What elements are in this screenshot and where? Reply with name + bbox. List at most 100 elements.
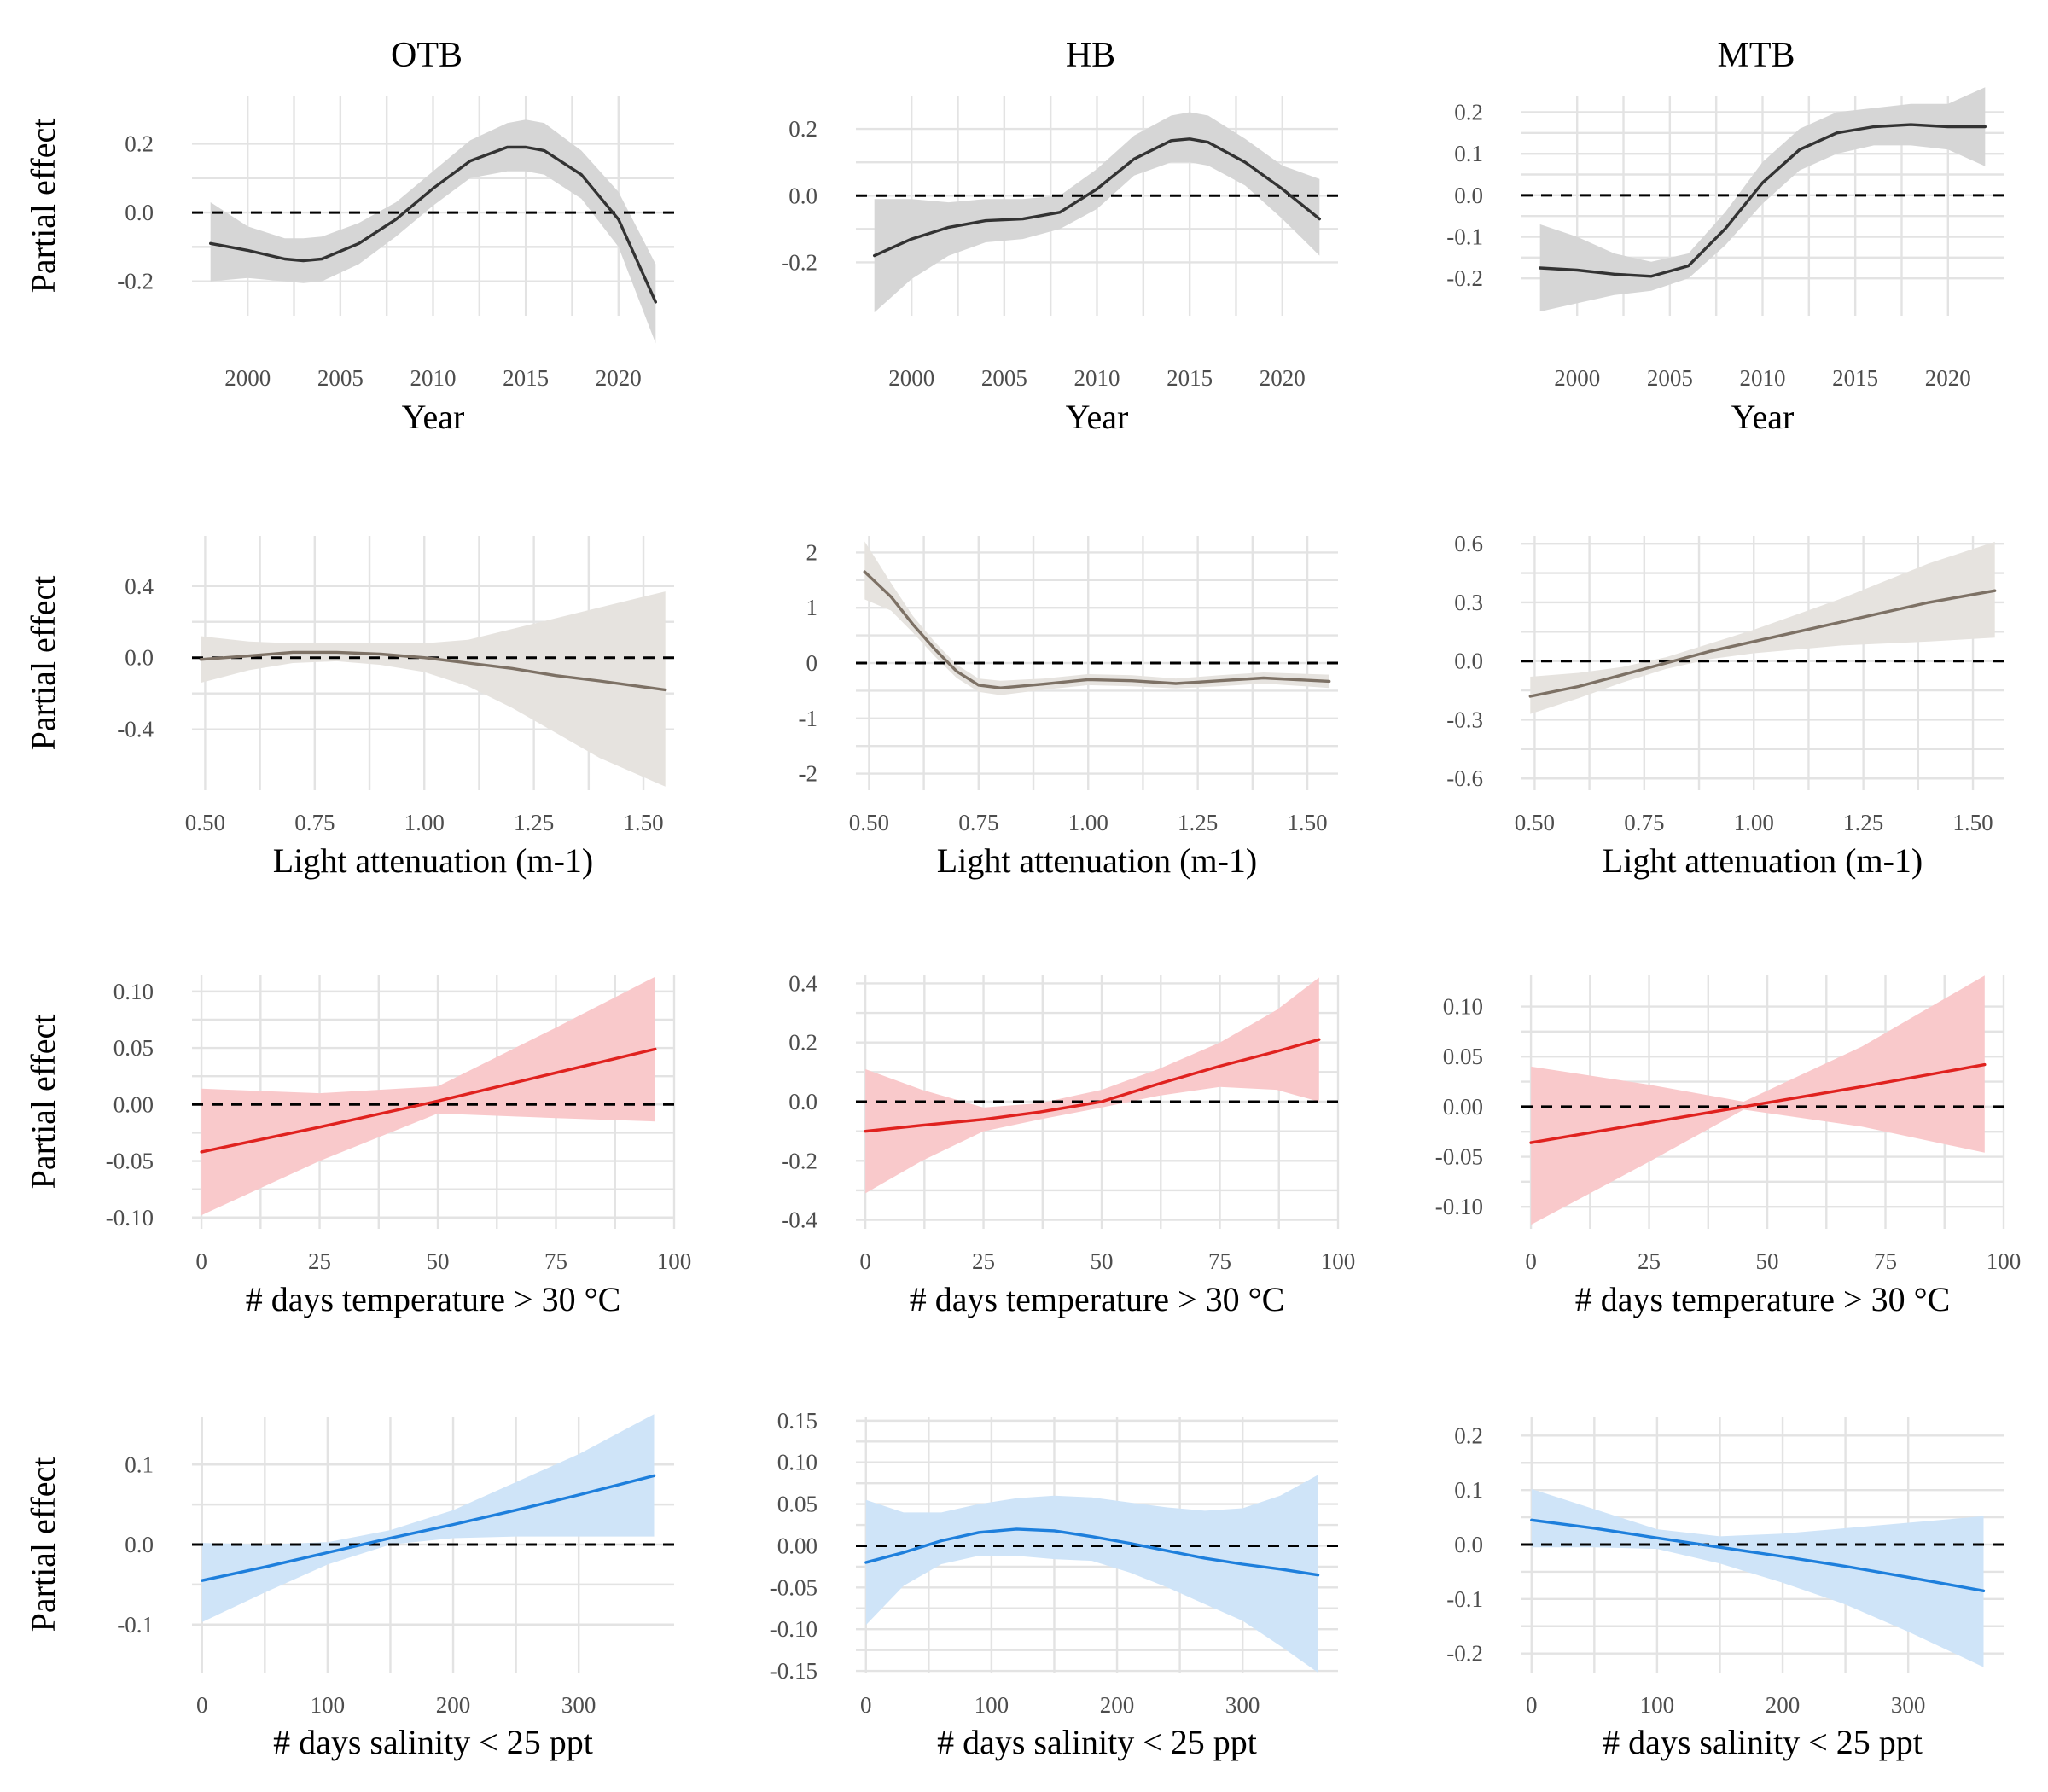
x-tick-label: 2015 xyxy=(503,365,549,391)
panel-mtb-light: 0.50 0.75 1.00 1.25 1.50 -0.6 -0.3 0.0 0.3 0.6 Lig… xyxy=(1446,531,2004,880)
y-tick-label: -0.1 xyxy=(1446,1586,1483,1612)
y-tick-label: -0.05 xyxy=(106,1149,154,1174)
y-axis-title: Partial effect xyxy=(24,119,62,294)
x-tick-label: 300 xyxy=(1225,1692,1260,1718)
x-tick-label: 50 xyxy=(1756,1248,1779,1274)
fitted-curve xyxy=(863,570,1331,689)
x-tick-label: 75 xyxy=(544,1248,567,1274)
column-title-otb: OTB xyxy=(391,36,463,75)
x-axis-title: Year xyxy=(402,398,465,436)
x-tick-label: 50 xyxy=(1091,1248,1114,1274)
x-axis-title: # days salinity < 25 ppt xyxy=(273,1723,593,1761)
x-tick-label: 1.50 xyxy=(1287,810,1327,835)
y-axis-title: Partial effect xyxy=(24,576,62,751)
y-tick-label: -0.3 xyxy=(1446,707,1483,732)
x-tick-label: 2005 xyxy=(317,365,364,391)
x-tick-label: 1.00 xyxy=(1068,810,1108,835)
y-tick-label: 0.10 xyxy=(777,1450,817,1475)
y-tick-label: -0.2 xyxy=(781,1148,817,1173)
y-tick-label: -0.10 xyxy=(770,1616,817,1642)
x-axis-title: Light attenuation (m-1) xyxy=(937,841,1257,880)
y-tick-label: 0.15 xyxy=(777,1408,817,1434)
y-tick-label: 2 xyxy=(806,539,818,565)
y-axis-title: Partial effect xyxy=(24,1015,62,1190)
x-tick-label: 1.25 xyxy=(514,810,554,835)
x-tick-label: 2020 xyxy=(1925,365,1971,391)
panel-otb-light: 0.50 0.75 1.00 1.25 1.50 -0.4 0.0 0.4 Light atte… xyxy=(24,536,674,880)
confidence-band xyxy=(865,1475,1318,1673)
confidence-band xyxy=(201,591,666,787)
x-tick-label: 0 xyxy=(859,1248,871,1274)
x-axis-title: Year xyxy=(1731,398,1795,436)
x-tick-label: 0.75 xyxy=(1624,810,1664,835)
confidence-band xyxy=(201,1414,655,1622)
y-tick-label: 0.00 xyxy=(113,1091,154,1117)
confidence-band xyxy=(1531,1488,1984,1667)
y-tick-label: -0.1 xyxy=(117,1612,154,1638)
fitted-curve xyxy=(1530,1518,1986,1593)
y-tick-label: 0.00 xyxy=(1443,1094,1483,1120)
y-tick-label: 0.2 xyxy=(788,1030,817,1056)
x-tick-label: 200 xyxy=(436,1692,471,1718)
y-tick-label: -0.4 xyxy=(117,717,154,742)
fitted-curve xyxy=(1528,589,1997,698)
confidence-band xyxy=(865,977,1319,1194)
x-tick-label: 2015 xyxy=(1832,365,1878,391)
y-tick-label: 0.1 xyxy=(1454,141,1483,166)
x-tick-label: 300 xyxy=(561,1692,596,1718)
x-axis-title: # days salinity < 25 ppt xyxy=(1603,1723,1923,1761)
x-tick-label: 1.25 xyxy=(1843,810,1883,835)
y-tick-label: -0.10 xyxy=(1435,1194,1483,1219)
y-tick-label: -0.05 xyxy=(770,1574,817,1600)
fitted-curve xyxy=(864,1038,1321,1133)
x-tick-label: 2005 xyxy=(1647,365,1693,391)
y-tick-label: 0.4 xyxy=(788,970,817,996)
x-axis-title: Year xyxy=(1066,398,1129,436)
y-tick-label: 0.0 xyxy=(1454,183,1483,208)
fitted-curve xyxy=(864,1527,1320,1577)
y-tick-label: 0.05 xyxy=(113,1035,154,1061)
y-tick-label: 0.10 xyxy=(113,979,154,1004)
y-tick-label: -0.2 xyxy=(781,249,817,275)
x-tick-label: 100 xyxy=(1640,1692,1675,1718)
column-title-hb: HB xyxy=(1066,36,1115,75)
x-axis-title: # days temperature > 30 °C xyxy=(246,1280,621,1318)
x-tick-label: 0.75 xyxy=(294,810,335,835)
y-tick-label: 0.1 xyxy=(125,1452,154,1477)
x-axis-title: # days temperature > 30 °C xyxy=(910,1280,1285,1318)
fitted-curve xyxy=(208,145,657,304)
y-tick-label: 0.2 xyxy=(1454,1423,1483,1448)
confidence-band xyxy=(201,976,655,1216)
confidence-band xyxy=(864,541,1329,695)
y-tick-label: 0.6 xyxy=(1454,531,1483,556)
confidence-band xyxy=(1531,975,1985,1225)
x-tick-label: 75 xyxy=(1874,1248,1897,1274)
y-tick-label: 0.2 xyxy=(788,116,817,142)
x-tick-label: 2000 xyxy=(888,365,934,391)
x-tick-label: 200 xyxy=(1100,1692,1135,1718)
x-tick-label: 2020 xyxy=(596,365,642,391)
x-tick-label: 25 xyxy=(972,1248,995,1274)
confidence-band xyxy=(1530,541,1995,714)
y-tick-label: 0.05 xyxy=(1443,1044,1483,1069)
y-tick-label: 0.0 xyxy=(788,183,817,208)
x-tick-label: 75 xyxy=(1208,1248,1231,1274)
panel-mtb-year: 2000 2005 2010 2015 2020 -0.2 -0.1 0.0 0.1 0.2 Yea… xyxy=(1446,87,2004,436)
fitted-curve xyxy=(201,1474,656,1582)
x-tick-label: 0 xyxy=(1525,1248,1537,1274)
x-tick-label: 1.50 xyxy=(623,810,663,835)
panel-mtb-temp: 0 25 50 75 100 -0.10 -0.05 0.00 0.05 0.10 # days t… xyxy=(1435,975,2021,1318)
x-tick-label: 2020 xyxy=(1260,365,1306,391)
panel-hb-light: 0.50 0.75 1.00 1.25 1.50 -2 -1 0 1 2 Light attenua… xyxy=(799,536,1338,880)
x-tick-label: 1.25 xyxy=(1178,810,1218,835)
y-tick-label: -0.4 xyxy=(781,1207,817,1233)
x-tick-label: 2010 xyxy=(410,365,457,391)
x-tick-label: 50 xyxy=(427,1248,450,1274)
x-tick-label: 0.50 xyxy=(849,810,889,835)
x-tick-label: 2015 xyxy=(1167,365,1213,391)
x-tick-label: 0 xyxy=(1526,1692,1538,1718)
y-tick-label: -0.2 xyxy=(1446,265,1483,291)
fitted-curve xyxy=(1529,1062,1987,1144)
y-tick-label: -0.6 xyxy=(1446,765,1483,791)
y-tick-label: -0.05 xyxy=(1435,1144,1483,1170)
